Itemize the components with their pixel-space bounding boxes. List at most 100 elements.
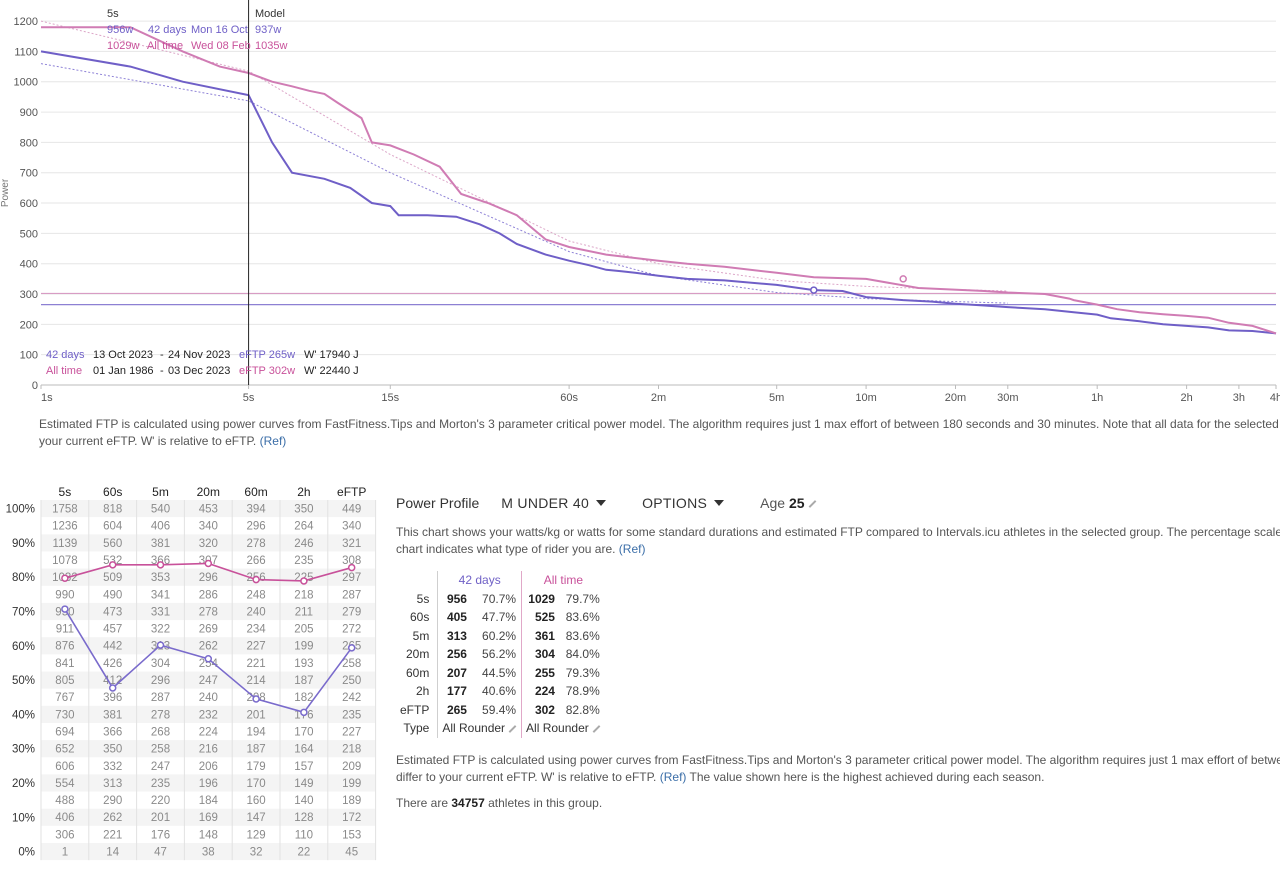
profile-point <box>156 561 165 569</box>
edit-pencil-icon[interactable] <box>808 500 816 509</box>
legend-period: All time <box>46 365 82 377</box>
summary-row: 60m 207 44.5% 255 79.3% <box>396 663 605 682</box>
percentile-label: 20% <box>12 778 35 790</box>
profile-note-line2: differ to your current eFTP. W' is relat… <box>396 770 657 784</box>
edit-pencil-icon[interactable] <box>508 725 517 733</box>
y-tick-label: 500 <box>20 228 38 240</box>
table-cell: 406 <box>55 812 74 824</box>
table-cell: 331 <box>151 606 170 618</box>
table-cell: 164 <box>294 744 314 756</box>
column-header: 20m <box>197 485 220 499</box>
table-cell: 694 <box>55 726 75 738</box>
column-header: 2h <box>297 485 310 499</box>
table-cell: 193 <box>294 658 313 670</box>
summary-watts-42-days: 177 <box>437 682 471 701</box>
x-tick-label: 1s <box>41 392 53 404</box>
y-tick-label: 800 <box>20 137 38 149</box>
profile-point <box>156 641 165 649</box>
table-cell: 488 <box>55 795 74 807</box>
table-cell: 278 <box>247 538 266 550</box>
table-cell: 540 <box>151 504 170 516</box>
power-profile-percentile-table: 5s 60s 5m 20m 60m 2h eFTP 1758 818 540 453 394 350 44… <box>6 483 377 861</box>
table-cell: 205 <box>294 624 313 636</box>
cursor-watts: 956w <box>107 24 133 36</box>
age-label: Age <box>760 495 786 511</box>
group-dropdown[interactable]: M UNDER 40 <box>501 495 607 511</box>
age-field[interactable]: Age 25 <box>760 495 816 511</box>
rider-type-42-days[interactable]: All Rounder <box>437 719 522 738</box>
table-row-bg <box>41 500 376 518</box>
power-curve-chart[interactable]: 0 100 200 300 400 500 600 700 800 900 1000 1100 1200… <box>0 0 1280 410</box>
table-cell: 287 <box>342 589 361 601</box>
percentile-label: 80% <box>12 572 35 584</box>
options-dropdown[interactable]: OPTIONS <box>642 495 725 511</box>
athlete-count: There are 34757 athletes in this group. <box>396 795 602 812</box>
table-cell: 381 <box>103 709 122 721</box>
table-cell: 220 <box>151 795 170 807</box>
table-row-bg <box>41 602 376 621</box>
rider-type-all-time[interactable]: All Rounder <box>521 719 605 738</box>
profile-note-ref-link[interactable]: (Ref) <box>659 770 687 784</box>
table-cell: 250 <box>342 675 361 687</box>
profile-point <box>204 559 213 568</box>
table-cell: 304 <box>151 658 171 670</box>
legend-range-dash: - <box>160 349 164 361</box>
table-cell: 246 <box>294 538 313 550</box>
table-cell: 22 <box>298 847 311 859</box>
table-cell: 218 <box>294 589 313 601</box>
summary-pct-all-time: 82.8% <box>565 702 600 717</box>
table-cell: 767 <box>55 692 74 704</box>
table-cell: 179 <box>247 761 266 773</box>
edit-pencil-icon[interactable] <box>592 725 601 733</box>
percentile-label: 100% <box>6 504 35 516</box>
summary-pct-all-time: 78.9% <box>565 684 600 699</box>
summary-pct-42-days: 47.7% <box>482 610 517 625</box>
table-cell: 129 <box>247 829 266 841</box>
summary-duration-label: 60m <box>406 665 430 680</box>
table-cell: 1 <box>62 847 68 859</box>
profile-point <box>252 575 260 584</box>
eftp-explanation: Estimated FTP is calculated using power … <box>39 416 1280 450</box>
table-cell: 170 <box>247 778 266 790</box>
table-cell: 366 <box>103 726 122 738</box>
table-cell: 218 <box>342 744 361 756</box>
table-cell: 1139 <box>53 538 78 550</box>
summary-pct-all-time: 84.0% <box>565 647 600 662</box>
table-cell: 266 <box>247 555 266 567</box>
legend-range-start: 01 Jan 1986 <box>93 365 154 377</box>
eftp-ref-link[interactable]: (Ref) <box>259 434 287 448</box>
table-cell: 297 <box>342 572 361 584</box>
table-cell: 254 <box>199 658 219 670</box>
table-cell: 176 <box>151 829 170 841</box>
table-row-bg <box>41 774 376 792</box>
summary-duration-label: 60s <box>409 610 430 625</box>
table-cell: 453 <box>199 504 218 516</box>
summary-pct-42-days: 56.2% <box>482 647 517 662</box>
profile-eftp-note: Estimated FTP is calculated using power … <box>396 752 1280 786</box>
power-profile-label: Power Profile <box>396 495 480 511</box>
table-row-bg <box>41 808 376 826</box>
summary-watts-42-days: 207 <box>437 663 471 682</box>
table-cell: 911 <box>56 624 74 636</box>
cursor-date: Mon 16 Oct <box>191 24 248 36</box>
cursor-date: Wed 08 Feb <box>191 40 251 52</box>
power-profile-toolbar: Power Profile M UNDER 40 OPTIONS Age 25 <box>396 493 817 513</box>
table-cell: 153 <box>342 829 361 841</box>
profile-ref-link[interactable]: (Ref) <box>618 542 646 556</box>
table-row-bg <box>41 843 376 861</box>
table-cell: 247 <box>151 761 170 773</box>
table-cell: 258 <box>342 658 361 670</box>
table-cell: 272 <box>342 624 361 636</box>
table-cell: 262 <box>103 812 122 824</box>
table-cell: 157 <box>294 761 313 773</box>
table-cell: 184 <box>199 795 219 807</box>
summary-watts-all-time: 302 <box>521 700 559 719</box>
table-cell: 606 <box>55 761 74 773</box>
table-cell: 805 <box>55 675 74 687</box>
table-cell: 396 <box>103 692 122 704</box>
table-cell: 234 <box>247 624 267 636</box>
table-cell: 47 <box>154 847 167 859</box>
table-cell: 232 <box>199 709 218 721</box>
table-cell: 442 <box>103 641 122 653</box>
column-header: 60s <box>103 485 122 499</box>
